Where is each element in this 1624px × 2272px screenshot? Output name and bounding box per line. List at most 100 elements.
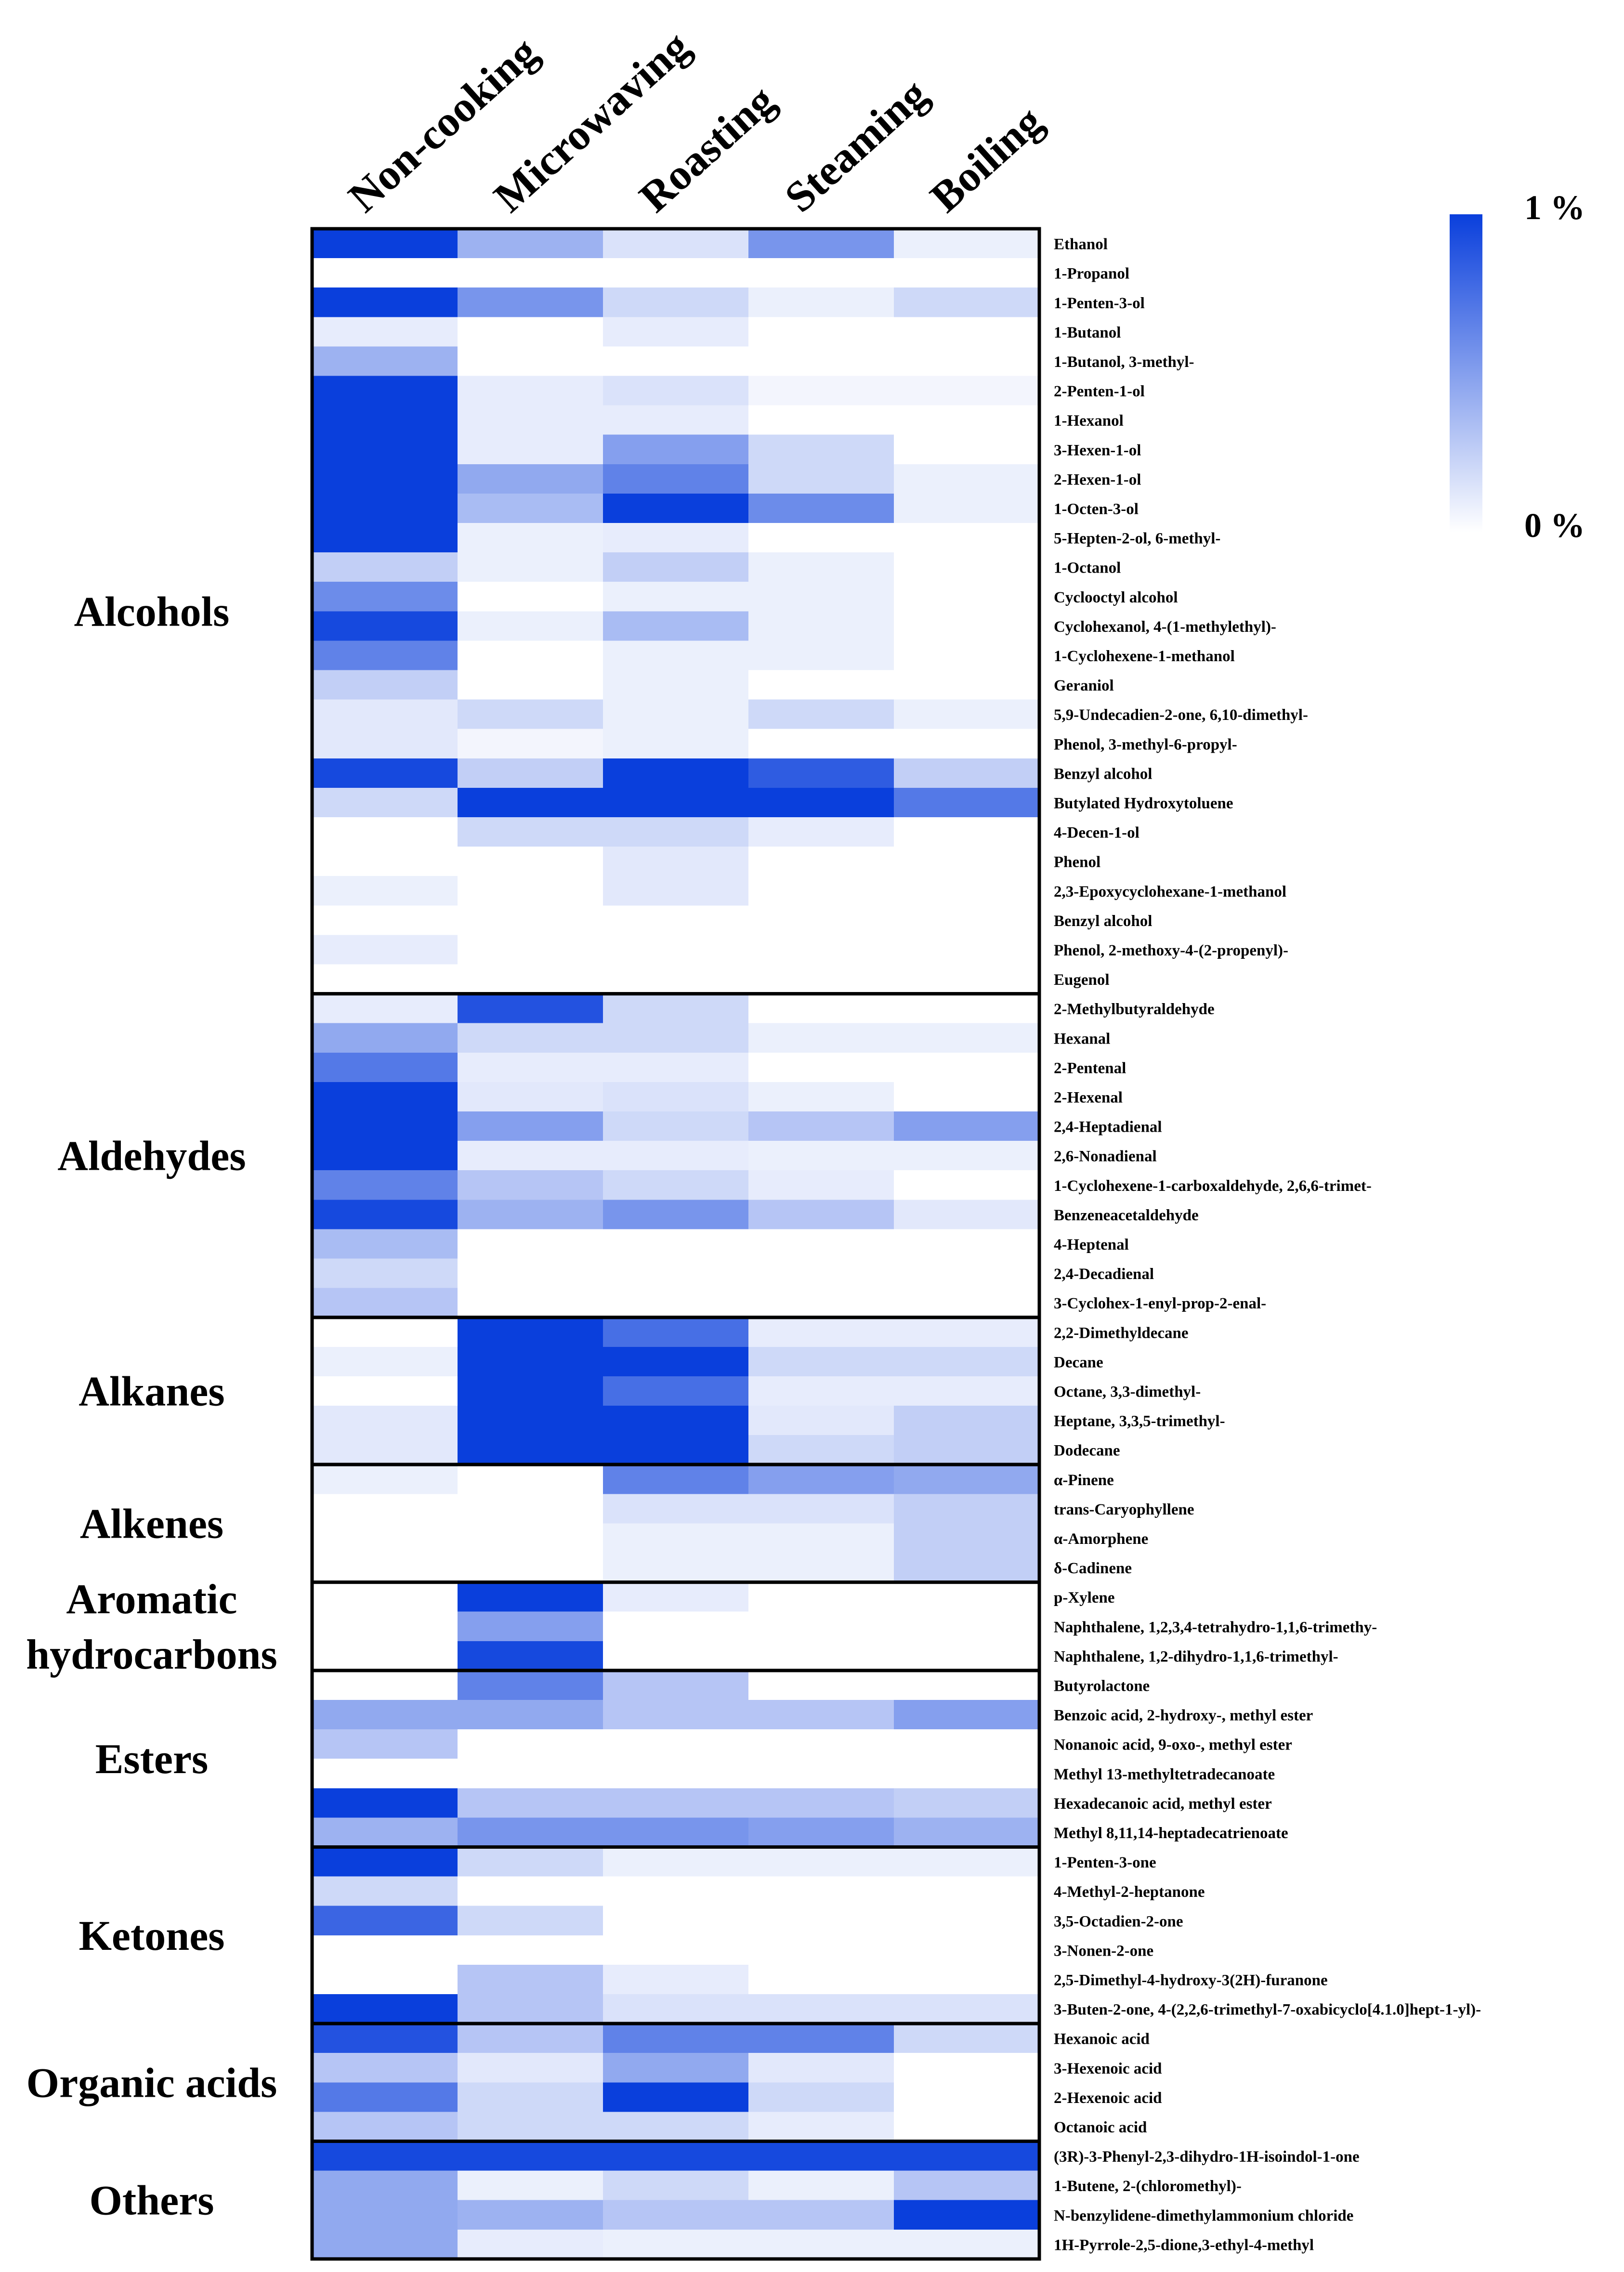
heatmap-cell [603,964,749,994]
heatmap-cell [894,787,1040,818]
heatmap-cell [603,1847,749,1877]
heatmap-cell [748,1170,894,1200]
heatmap-cell [894,1964,1040,1995]
heatmap-cell [312,346,458,376]
heatmap-cell [312,1729,458,1759]
heatmap-cell [312,787,458,818]
heatmap-cell [748,1994,894,2024]
heatmap-cell [458,229,603,259]
row-label: 1H-Pyrrole-2,5-dione,3-ethyl-4-methyl [1054,2236,1314,2254]
heatmap-cell [312,1141,458,1171]
heatmap-cell [748,1523,894,1553]
heatmap-cell [312,935,458,965]
group-label-esters: Esters [95,1736,209,1783]
heatmap-cell [603,1258,749,1289]
heatmap-cell [458,1170,603,1200]
heatmap-cell [312,1876,458,1906]
heatmap-cell [748,993,894,1024]
heatmap-cell [894,2170,1040,2201]
row-label: Benzyl alcohol [1054,765,1152,783]
heatmap-cell [312,1817,458,1847]
heatmap-cell [748,1553,894,1583]
heatmap-cell [748,1788,894,1818]
heatmap-cell [894,1817,1040,1847]
group-label-alcohols: Alcohols [74,588,230,635]
heatmap-cell [748,287,894,317]
heatmap-cell [894,1582,1040,1612]
row-label: 4-Heptenal [1054,1236,1129,1254]
column-label-boiling: Boiling [921,97,1052,222]
heatmap-cell [894,1935,1040,1965]
heatmap-cell [603,493,749,523]
heatmap-cell [312,1111,458,1141]
row-label: Decane [1054,1354,1103,1371]
heatmap-cell [458,1288,603,1318]
heatmap-cell [603,1435,749,1465]
heatmap-cell [748,1406,894,1436]
heatmap-cell [458,847,603,876]
heatmap-cell [748,434,894,465]
row-label: Cyclooctyl alcohol [1054,589,1178,606]
row-label: Cyclohexanol, 4-(1-methylethyl)- [1054,618,1276,636]
row-label: α-Pinene [1054,1472,1114,1489]
heatmap-cell [458,1376,603,1406]
heatmap-cell [458,1111,603,1141]
heatmap-cell [312,640,458,670]
heatmap-cell [312,1611,458,1642]
heatmap-cell [312,1435,458,1465]
heatmap-cell [748,2141,894,2171]
heatmap-cell [748,876,894,906]
heatmap-cell [603,2024,749,2053]
heatmap-cell [748,817,894,847]
row-label: 2-Pentenal [1054,1059,1126,1077]
heatmap-cell [603,1935,749,1965]
heatmap-cell [312,699,458,730]
heatmap-cell [894,2200,1040,2230]
colorbar-gradient [1450,214,1482,532]
group-label-ketones: Ketones [79,1913,224,1959]
heatmap-cell [748,1435,894,1465]
heatmap-cell [312,876,458,906]
heatmap-cell [894,1052,1040,1083]
heatmap-cell [312,2170,458,2201]
heatmap-cell [458,1700,603,1730]
row-label: Methyl 13-methyltetradecanoate [1054,1766,1275,1783]
column-label-steaming: Steaming [776,70,937,221]
heatmap-cell [748,670,894,700]
heatmap-cell [603,376,749,406]
row-label: 2,4-Decadienal [1054,1266,1154,1283]
row-label: 2,3-Epoxycyclohexane-1-methanol [1054,883,1286,901]
heatmap-cell [458,758,603,788]
heatmap-cell [603,1641,749,1671]
heatmap-cell [312,1847,458,1877]
heatmap-cell [458,464,603,494]
heatmap-cell [603,1906,749,1936]
heatmap-cell [458,1200,603,1229]
heatmap-cell [748,1317,894,1347]
row-label: 2,2-Dimethyldecane [1054,1324,1189,1342]
row-label: 1-Butene, 2-(chloromethyl)- [1054,2178,1242,2195]
heatmap-cell [748,1876,894,1906]
heatmap-cell [748,2024,894,2053]
heatmap-cell [894,611,1040,641]
heatmap-cell [894,1906,1040,1936]
heatmap-cell [312,670,458,700]
heatmap-cell [748,1670,894,1700]
heatmap-cell [603,582,749,612]
row-label: 4-Methyl-2-heptanone [1054,1883,1205,1901]
heatmap-cell [748,346,894,376]
heatmap-cell [603,552,749,582]
heatmap-cell [312,464,458,494]
heatmap-cell [603,1700,749,1730]
heatmap-cell [603,729,749,759]
heatmap-cell [312,1200,458,1229]
heatmap-cell [894,2024,1040,2053]
heatmap-cell [312,317,458,347]
row-label: Ethanol [1054,236,1108,253]
group-label-alkenes: Alkenes [80,1501,223,1547]
heatmap-cell [312,552,458,582]
group-label-others: Others [89,2178,214,2224]
heatmap-cell [894,1376,1040,1406]
row-label: 2,4-Heptadienal [1054,1119,1162,1136]
row-label: Naphthalene, 1,2,3,4-tetrahydro-1,1,6-tr… [1054,1619,1377,1636]
